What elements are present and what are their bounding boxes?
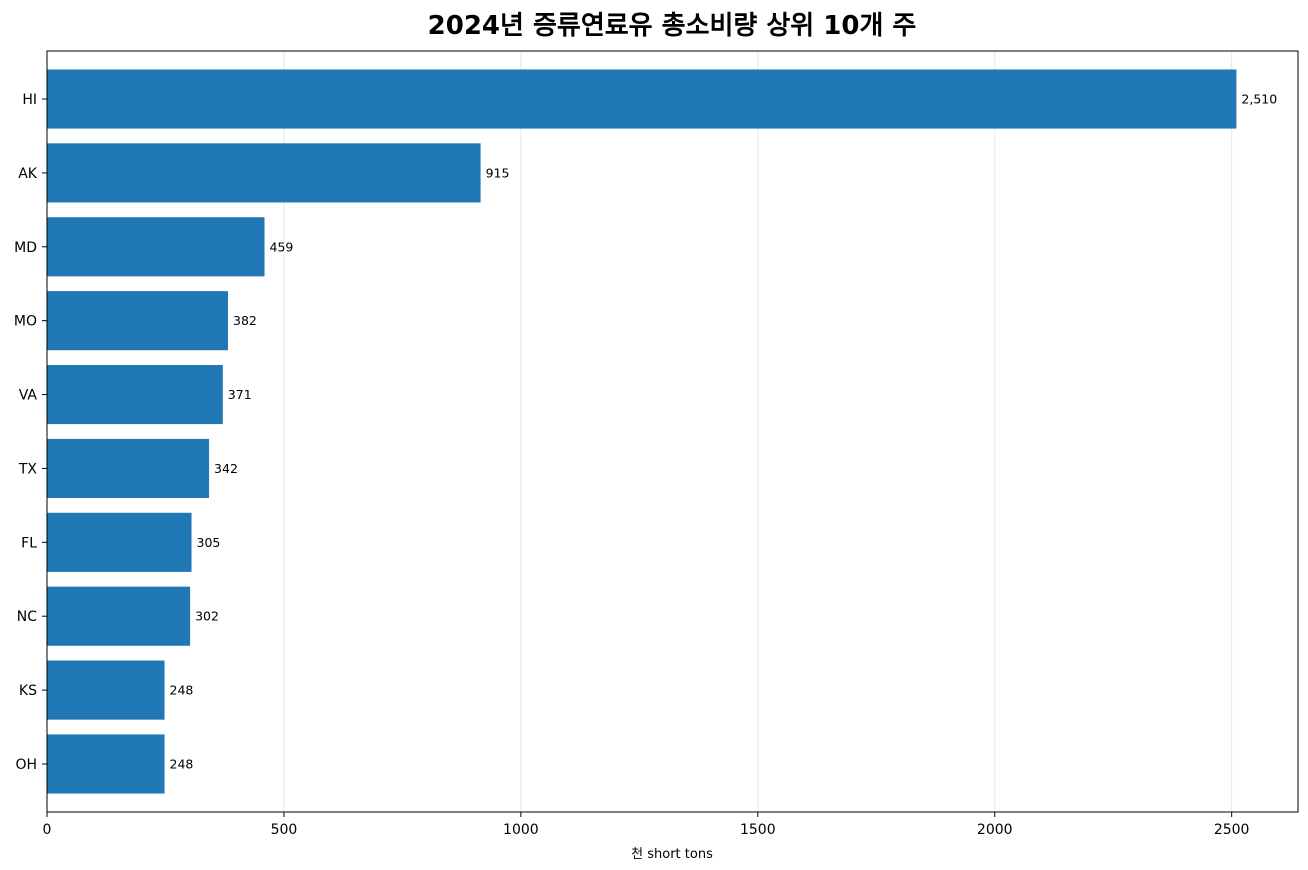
y-tick-label: OH <box>15 757 37 773</box>
x-tick-label: 2000 <box>977 822 1013 838</box>
data-label: 459 <box>270 239 294 254</box>
data-label: 915 <box>486 165 510 180</box>
bar-fl <box>47 512 192 572</box>
bar-oh <box>47 734 165 794</box>
data-label: 248 <box>170 683 194 698</box>
bar-hi <box>47 69 1237 129</box>
y-tick-label: MD <box>14 240 37 256</box>
data-labels: 2,510 915 459 382 371 342 305 302 248 248 <box>170 92 1278 772</box>
y-tick-label: HI <box>22 92 37 108</box>
bar-nc <box>47 586 191 646</box>
y-tick-label: TX <box>18 461 38 477</box>
data-label: 305 <box>197 535 221 550</box>
bar-va <box>47 365 223 425</box>
y-tick-label: FL <box>21 535 37 551</box>
x-tick-label: 1000 <box>503 822 539 838</box>
x-axis-label: 천 short tons <box>631 847 713 862</box>
data-label: 382 <box>233 313 257 328</box>
bar-ks <box>47 660 165 720</box>
data-label: 2,510 <box>1241 92 1277 107</box>
x-tick-label: 0 <box>43 822 52 838</box>
data-label: 302 <box>195 609 219 624</box>
y-tick-label: AK <box>18 166 38 182</box>
data-label: 342 <box>214 461 238 476</box>
data-label: 248 <box>170 756 194 771</box>
data-label: 371 <box>228 387 252 402</box>
bar-ak <box>47 143 481 203</box>
y-axis-ticks: HI AK MD MO VA TX FL NC KS OH <box>14 92 47 773</box>
bar-md <box>47 217 265 277</box>
plot-frame <box>46 50 1299 813</box>
x-axis-ticks: 0 500 1000 1500 2000 2500 <box>43 812 1250 838</box>
x-tick-label: 500 <box>271 822 298 838</box>
y-tick-label: NC <box>17 609 37 625</box>
x-tick-label: 1500 <box>740 822 776 838</box>
y-tick-label: KS <box>19 683 37 699</box>
bar-mo <box>47 291 229 351</box>
chart-title: 2024년 증류연료유 총소비량 상위 10개 주 <box>428 11 917 41</box>
x-tick-label: 2500 <box>1214 822 1250 838</box>
y-tick-label: VA <box>19 388 38 404</box>
bar-tx <box>47 438 210 498</box>
y-tick-label: MO <box>14 314 37 330</box>
bars <box>47 69 1237 794</box>
